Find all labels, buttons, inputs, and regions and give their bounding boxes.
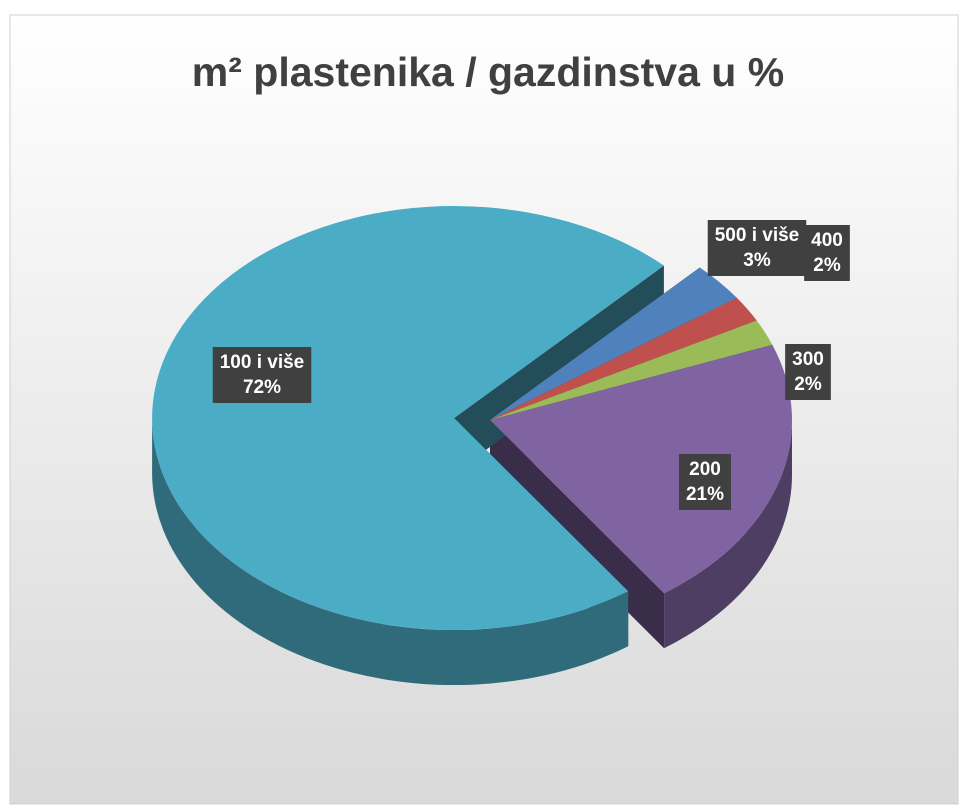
data-label-category: 200 — [689, 459, 721, 480]
data-label-value: 72% — [243, 377, 281, 398]
slice — [490, 297, 757, 420]
data-labels: 500 i više 3% 400 2% 300 2% 200 21% 100 i više 72… — [212, 220, 850, 510]
data-label-category: 500 i više — [715, 225, 800, 246]
slice — [490, 344, 793, 594]
data-label-box — [678, 454, 732, 510]
slice — [152, 206, 664, 631]
data-label-box — [212, 347, 312, 403]
data-label-category: 100 i više — [220, 352, 305, 373]
slice — [490, 267, 737, 420]
data-label-value: 21% — [686, 484, 724, 505]
data-label-category: 300 — [792, 349, 824, 370]
slice — [490, 320, 773, 420]
chart-title: m² plastenika / gazdinstva u % — [192, 49, 784, 95]
data-label-value: 3% — [743, 250, 771, 271]
data-label-value: 2% — [794, 374, 822, 395]
data-label-box — [804, 225, 850, 281]
data-label-box — [785, 344, 831, 400]
data-label-box — [707, 220, 807, 276]
data-label-category: 400 — [811, 230, 843, 251]
data-label-value: 2% — [813, 255, 841, 276]
slice-outer-side — [152, 418, 629, 686]
slice-outer-side — [664, 420, 792, 649]
pie-tops — [152, 206, 793, 631]
